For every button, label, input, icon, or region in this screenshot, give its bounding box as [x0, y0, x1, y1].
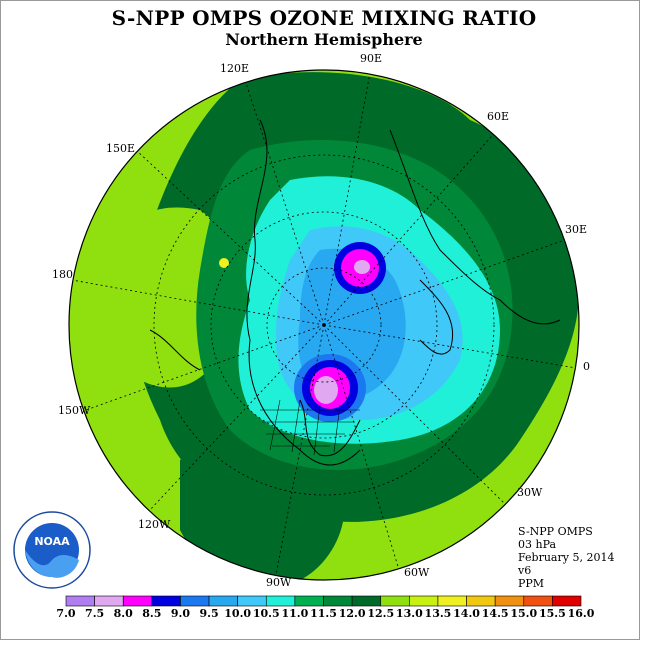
lon-label-150w: 150W — [58, 404, 91, 417]
colorbar-tick-label: 9.5 — [199, 607, 219, 620]
colorbar-tick-label: 11.5 — [310, 607, 337, 620]
latitude-circles — [153, 154, 495, 496]
lon-label-150e: 150E — [106, 142, 136, 155]
colorbar-tick-label: 7.0 — [56, 607, 76, 620]
colorbar-segment — [552, 595, 582, 607]
lon-label-30e: 30E — [565, 223, 588, 236]
band-11-5-south — [180, 441, 345, 580]
lon-label-0: 0 — [583, 360, 590, 373]
lon-label-90w: 90W — [266, 576, 292, 589]
lon-label-90e: 90E — [360, 52, 383, 65]
colorbar-tick-label: 9.0 — [170, 607, 191, 620]
colorbar-segment — [122, 595, 153, 607]
colorbar-segment — [409, 595, 439, 607]
colorbar-tick-label: 10.0 — [224, 607, 252, 620]
info-date: February 5, 2014 — [518, 551, 615, 564]
colorbar-tick-label: 10.5 — [252, 607, 280, 620]
colorbar-segment — [494, 595, 525, 607]
hemisphere-boundary — [68, 69, 580, 581]
info-units: PPM — [518, 577, 545, 590]
lon-label-180: 180 — [52, 268, 73, 281]
info-block: S-NPP OMPS 03 hPa February 5, 2014 v6 PP… — [518, 525, 614, 590]
colorbar-tick-label: 13.5 — [424, 607, 452, 620]
map-subtitle: Northern Hemisphere — [225, 30, 423, 49]
info-instrument: S-NPP OMPS — [518, 525, 593, 538]
colorbar-segment — [237, 595, 267, 607]
colorbar-segment — [323, 595, 353, 607]
colorbar-tick-label: 7.5 — [85, 607, 105, 620]
colorbar-segment — [294, 595, 324, 607]
ozone-field — [69, 70, 579, 580]
lon-label-60w: 60W — [404, 566, 430, 579]
colorbar-tick-label: 14.0 — [453, 607, 480, 620]
colorbar-segment — [523, 595, 553, 607]
colorbar-tick-label: 12.0 — [338, 607, 366, 620]
colorbar-tick-label: 14.5 — [481, 607, 509, 620]
meridians — [71, 70, 577, 580]
coastlines — [149, 119, 561, 466]
colorbar-segment — [466, 595, 496, 607]
colorbar — [65, 595, 582, 607]
figure-frame — [0, 0, 640, 640]
noaa-logo — [13, 511, 91, 589]
lon-label-120e: 120E — [220, 62, 250, 75]
info-level: 03 hPa — [518, 538, 557, 551]
colorbar-segment — [351, 595, 382, 607]
colorbar-tick-label: 16.0 — [567, 607, 595, 620]
colorbar-segment — [380, 595, 410, 607]
colorbar-tick-label: 11.0 — [281, 607, 309, 620]
band-8-0-north — [354, 260, 370, 274]
band-8-0-south — [314, 376, 338, 404]
colorbar-segment — [437, 595, 467, 607]
colorbar-segment — [208, 595, 238, 607]
colorbar-tick-label: 13.0 — [395, 607, 423, 620]
colorbar-segment — [180, 595, 210, 607]
band-13-0-spot — [219, 258, 229, 268]
colorbar-tick-label: 12.5 — [367, 607, 395, 620]
colorbar-tick-label: 8.0 — [113, 607, 133, 620]
info-version: v6 — [518, 564, 532, 577]
map-title: S-NPP OMPS OZONE MIXING RATIO — [111, 6, 537, 30]
colorbar-segment — [265, 595, 296, 607]
lon-label-60e: 60E — [487, 110, 510, 123]
noaa-logo-text: NOAA — [34, 535, 70, 548]
colorbar-tick-label: 15.0 — [510, 607, 538, 620]
colorbar-segment — [151, 595, 181, 607]
colorbar-tick-label: 15.5 — [538, 607, 566, 620]
lon-label-30w: 30W — [517, 486, 543, 499]
colorbar-segment — [65, 595, 95, 607]
lon-label-120w: 120W — [138, 518, 171, 531]
colorbar-tick-label: 8.5 — [142, 607, 162, 620]
colorbar-segment — [94, 595, 124, 607]
na-grid — [260, 399, 360, 456]
